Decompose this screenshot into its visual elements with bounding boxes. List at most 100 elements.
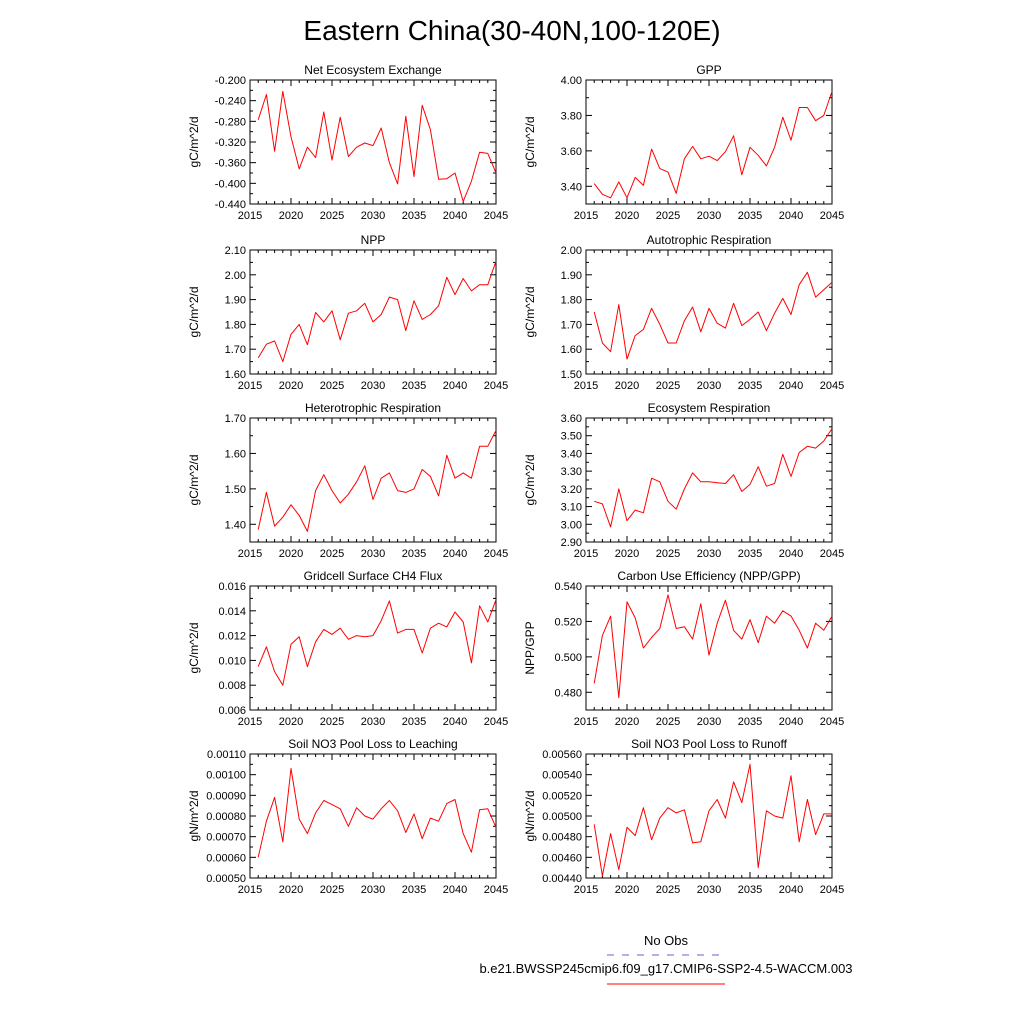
y-axis-label: NPP/GPP <box>523 621 537 674</box>
y-axis-label: gC/m^2/d <box>187 117 201 168</box>
x-tick-label: 2045 <box>484 884 508 896</box>
panel-title: Net Ecosystem Exchange <box>304 63 442 77</box>
x-tick-label: 2030 <box>361 884 385 896</box>
x-tick-label: 2015 <box>574 884 598 896</box>
y-tick-label: 0.00110 <box>207 749 246 761</box>
x-tick-label: 2035 <box>402 884 426 896</box>
x-tick-label: 2020 <box>279 716 303 728</box>
x-tick-label: 2025 <box>320 716 344 728</box>
x-tick-label: 2040 <box>443 210 467 222</box>
x-tick-label: 2020 <box>279 884 303 896</box>
x-tick-label: 2030 <box>697 548 721 560</box>
x-tick-label: 2035 <box>738 380 762 392</box>
y-tick-label: 1.90 <box>561 270 582 282</box>
panel-6: Ecosystem Respiration gC/m^2/d 2015 2020 202… <box>523 401 844 560</box>
x-tick-label: 2040 <box>443 884 467 896</box>
y-tick-label: 2.90 <box>561 537 582 549</box>
x-tick-label: 2025 <box>656 210 680 222</box>
legend-obs-label: No Obs <box>644 933 689 948</box>
y-tick-label: 0.00460 <box>542 852 582 864</box>
series-line <box>257 599 497 686</box>
panel-5: Heterotrophic Respiration gC/m^2/d 2015 202… <box>187 401 508 560</box>
x-tick-label: 2020 <box>615 380 639 392</box>
y-tick-label: 3.40 <box>561 448 582 460</box>
x-tick-label: 2025 <box>656 884 680 896</box>
y-tick-label: 3.40 <box>561 181 582 193</box>
y-tick-label: 0.00540 <box>542 770 582 782</box>
series-line <box>594 428 833 528</box>
panel-2: GPP gC/m^2/d 2015 2020 2025 2030 2035 2040 2045 3… <box>523 63 844 222</box>
y-tick-label: 0.520 <box>554 616 582 628</box>
y-tick-label: 0.006 <box>218 705 246 717</box>
panel-3: NPP gC/m^2/d 2015 2020 2025 2030 2035 2040 2045 1… <box>187 233 508 392</box>
panel-title: Ecosystem Respiration <box>648 401 771 415</box>
y-tick-label: -0.320 <box>215 137 246 149</box>
panel-title: NPP <box>361 233 386 247</box>
y-tick-label: 1.90 <box>225 295 246 307</box>
x-tick-label: 2035 <box>738 884 762 896</box>
x-tick-label: 2015 <box>238 380 262 392</box>
y-axis-label: gC/m^2/d <box>523 287 537 338</box>
x-tick-label: 2025 <box>320 380 344 392</box>
panel-4: Autotrophic Respiration gC/m^2/d 2015 2020 2… <box>523 233 844 392</box>
y-tick-label: 3.10 <box>561 502 582 514</box>
panel-9: Soil NO3 Pool Loss to Leaching gN/m^2/d 20… <box>187 737 508 896</box>
panel-title: GPP <box>696 63 721 77</box>
y-tick-label: 0.00560 <box>542 749 582 761</box>
series-line <box>257 261 497 363</box>
x-tick-label: 2040 <box>779 884 803 896</box>
x-tick-label: 2040 <box>779 380 803 392</box>
series-line <box>257 90 497 202</box>
x-tick-label: 2045 <box>484 210 508 222</box>
y-tick-label: 0.00440 <box>542 873 582 885</box>
y-tick-label: 1.70 <box>225 344 246 356</box>
x-tick-label: 2030 <box>697 716 721 728</box>
y-axis-label: gC/m^2/d <box>523 455 537 506</box>
y-tick-label: 1.60 <box>225 448 246 460</box>
x-tick-label: 2030 <box>361 716 385 728</box>
y-tick-label: 0.00090 <box>206 790 246 802</box>
plot-frame <box>249 417 497 543</box>
x-tick-label: 2020 <box>279 380 303 392</box>
series-line <box>257 768 497 858</box>
x-tick-label: 2015 <box>574 210 598 222</box>
y-tick-label: 0.00060 <box>206 852 246 864</box>
panel-1: Net Ecosystem Exchange gC/m^2/d 2015 2020 20… <box>187 63 508 222</box>
y-tick-label: 0.012 <box>218 631 246 643</box>
panel-title: Soil NO3 Pool Loss to Leaching <box>288 737 457 751</box>
panel-title: Carbon Use Efficiency (NPP/GPP) <box>617 569 800 583</box>
y-axis-label: gN/m^2/d <box>523 791 537 842</box>
x-tick-label: 2040 <box>779 548 803 560</box>
y-tick-label: 1.70 <box>225 413 246 425</box>
y-axis-label: gC/m^2/d <box>523 117 537 168</box>
y-tick-label: 0.00100 <box>206 770 246 782</box>
x-tick-label: 2040 <box>779 716 803 728</box>
x-tick-label: 2030 <box>361 380 385 392</box>
y-tick-label: 3.50 <box>561 431 582 443</box>
y-tick-label: 3.00 <box>561 519 582 531</box>
series-line <box>593 594 833 699</box>
series-line <box>257 430 497 532</box>
x-tick-label: 2015 <box>574 548 598 560</box>
y-tick-label: 1.40 <box>225 519 246 531</box>
panels: Net Ecosystem Exchange gC/m^2/d 2015 2020 20… <box>187 63 844 896</box>
y-tick-label: 2.10 <box>225 245 246 257</box>
y-tick-label: 3.80 <box>561 110 582 122</box>
x-tick-label: 2020 <box>615 548 639 560</box>
x-tick-label: 2015 <box>574 716 598 728</box>
legend: No Obs b.e21.BWSSP245cmip6.f09_g17.CMIP6… <box>479 933 853 985</box>
x-tick-label: 2035 <box>402 380 426 392</box>
x-tick-label: 2030 <box>697 210 721 222</box>
y-tick-label: 1.80 <box>561 295 582 307</box>
x-tick-label: 2015 <box>574 380 598 392</box>
y-tick-label: 0.00520 <box>542 790 582 802</box>
y-tick-label: 0.010 <box>218 655 246 667</box>
x-tick-label: 2025 <box>320 210 344 222</box>
x-tick-label: 2025 <box>656 380 680 392</box>
x-tick-label: 2040 <box>443 380 467 392</box>
y-axis-label: gC/m^2/d <box>187 287 201 338</box>
y-tick-label: -0.200 <box>215 75 246 87</box>
x-tick-label: 2025 <box>656 716 680 728</box>
x-tick-label: 2030 <box>697 884 721 896</box>
x-tick-label: 2035 <box>738 548 762 560</box>
